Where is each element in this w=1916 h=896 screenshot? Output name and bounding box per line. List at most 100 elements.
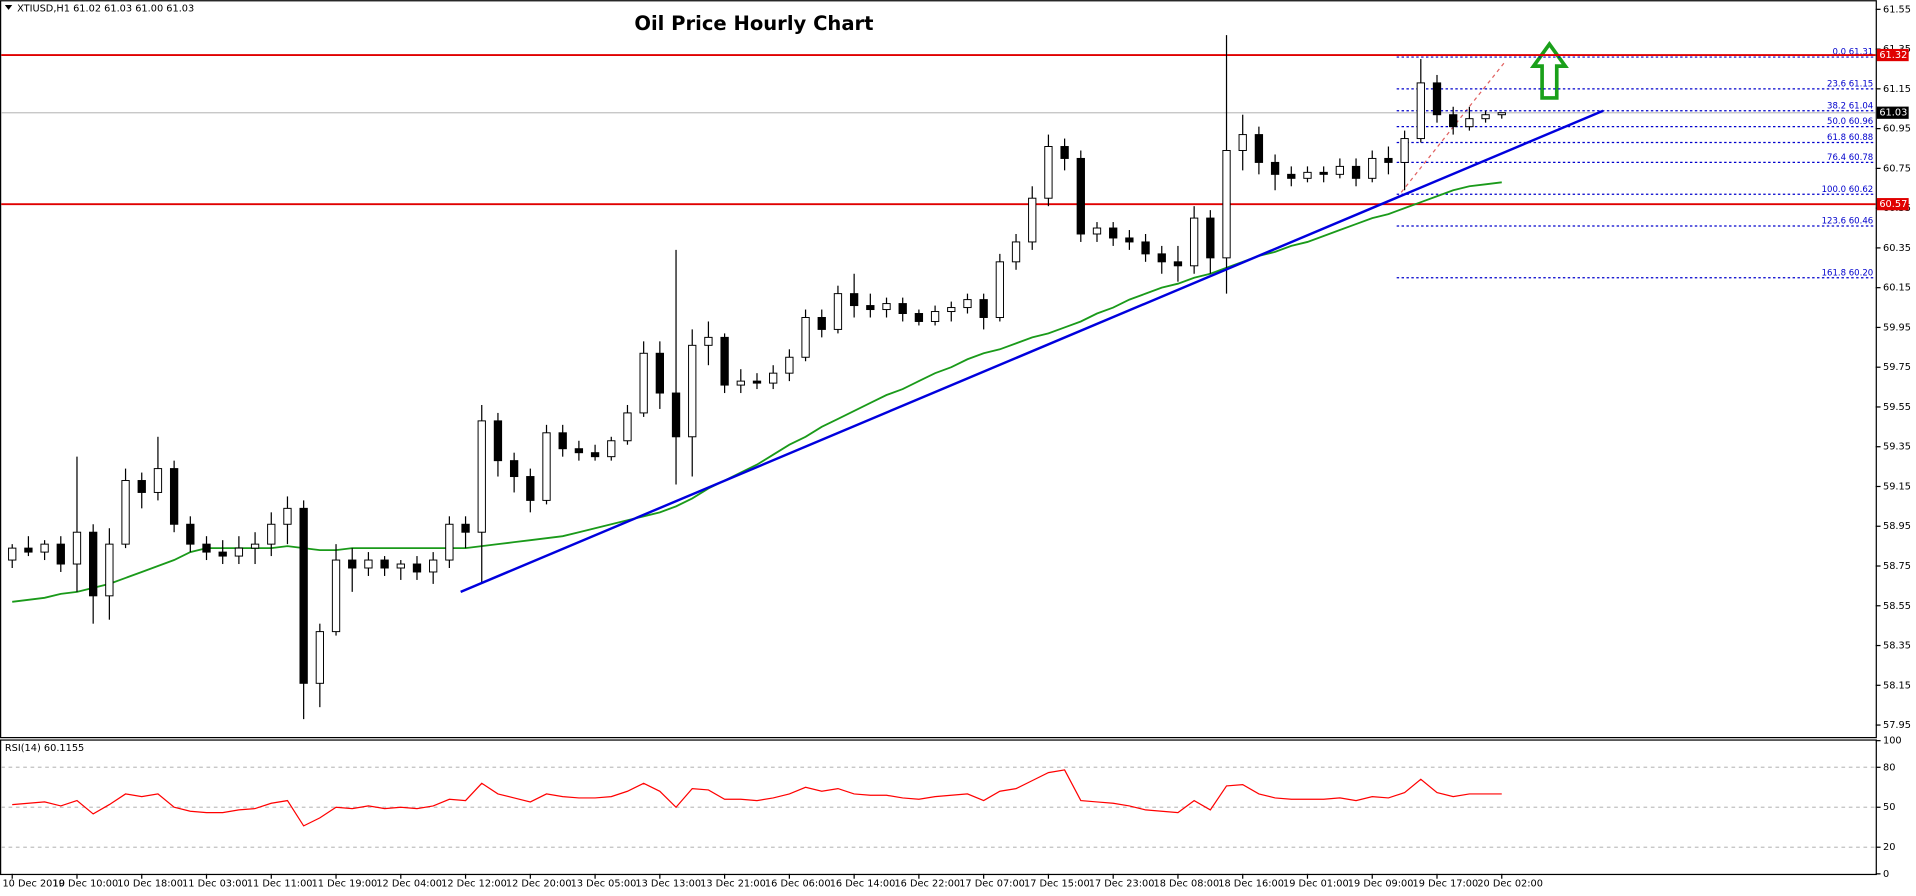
x-tick-label: 17 Dec 23:00 [1089,879,1155,890]
header-icon [4,5,13,10]
candle-body [202,543,211,553]
chart-title: Oil Price Hourly Chart [634,12,873,35]
current-price-label: 61.03 [1879,108,1907,119]
candle-body [1222,150,1231,259]
candle-body [801,317,810,358]
candle-body [769,372,778,384]
candle-body [218,551,227,557]
candle-body [1319,171,1328,175]
x-tick-label: 11 Dec 11:00 [247,879,313,890]
candle-body [315,631,324,684]
candle-body [364,559,373,569]
x-tick-label: 12 Dec 12:00 [441,879,507,890]
x-tick-label: 19 Dec 01:00 [1283,879,1349,890]
candle-body [1449,114,1458,128]
candle-body [429,559,438,573]
x-tick-label: 12 Dec 04:00 [376,879,442,890]
candle-body [526,476,535,501]
candle-body [331,559,341,633]
candle-body [963,299,972,309]
current-price-tag [1876,106,1909,119]
candle-body [169,468,179,525]
x-tick-label: 18 Dec 08:00 [1154,879,1220,890]
y-tick-label: 61.55 [1883,4,1911,15]
y-tick-label: 57.95 [1883,720,1911,731]
candle-body [412,563,422,573]
fib-label: 38.2 61.04 [1827,101,1873,111]
candle-body [186,523,195,545]
candle-body [509,460,519,478]
candle-body [1368,157,1377,179]
candle-body [1432,82,1442,116]
candle-body [299,507,308,684]
y-tick-label: 60.75 [1883,163,1911,174]
x-tick-label: 16 Dec 06:00 [765,879,831,890]
trend-line [460,109,1604,593]
candle-body [153,468,163,493]
y-tick-label: 58.15 [1883,680,1911,691]
x-tick-label: 18 Dec 16:00 [1218,879,1284,890]
candle-body [1238,134,1247,151]
candle-body [704,336,713,346]
candle-body [1465,118,1474,128]
candle-body [1060,146,1069,159]
x-tick-label: 11 Dec 19:00 [312,879,378,890]
fib-label: 76.4 60.78 [1827,153,1873,163]
price-panel [0,0,1877,739]
candle-body [671,392,681,438]
candle-body [1351,165,1361,179]
candle-body [1254,134,1264,163]
y-tick-label: 59.15 [1883,481,1911,492]
x-tick-label: 12 Dec 20:00 [506,879,572,890]
candle-body [590,452,600,458]
candle-body [542,432,551,501]
candle-body [1125,237,1134,243]
y-tick-label: 58.95 [1883,521,1911,532]
candle-body [234,547,244,557]
candle-body [979,299,988,318]
y-tick-label: 59.55 [1883,402,1911,413]
rsi-tick-label: 50 [1883,802,1895,813]
candle-body [1044,146,1053,199]
candle-body [817,317,826,330]
x-tick-label: 10 Dec 10:00 [53,879,119,890]
candle-body [1141,241,1150,255]
candle-body [833,293,843,330]
price-tag [1876,48,1909,62]
x-tick-label: 19 Dec 17:00 [1413,879,1479,890]
candle-body [477,420,486,533]
candle-body [1481,114,1490,120]
candle-body [40,543,49,553]
rsi-tick-label: 0 [1883,869,1889,880]
candle-body [574,448,584,454]
candle-body [121,480,130,545]
x-tick-label: 17 Dec 07:00 [959,879,1025,890]
candle-body [914,313,924,322]
candle-body [493,420,503,462]
fib-label: 50.0 60.96 [1827,117,1873,127]
candle-body [898,303,907,315]
candle-body [72,531,82,565]
candle-body [623,412,632,442]
candle-body [267,523,276,545]
candle-body [56,543,65,565]
candle-body [1157,253,1166,263]
candle-body [1303,171,1312,179]
x-tick-label: 13 Dec 05:00 [571,879,637,890]
candle-body [1028,197,1037,243]
rsi-label: RSI(14) 60.1155 [5,743,84,754]
candle-body [1384,157,1393,163]
candle-body [720,336,729,386]
y-tick-label: 59.35 [1883,442,1911,453]
candle-body [655,352,665,394]
candle-body [137,480,146,493]
candle-body [607,440,616,458]
x-tick-label: 10 Dec 18:00 [117,879,183,890]
candle-body [1011,241,1021,263]
x-tick-label: 13 Dec 21:00 [700,879,766,890]
fib-label: 61.8 60.88 [1827,133,1873,143]
candle-body [1109,227,1118,239]
candle-body [639,352,648,414]
candle-body [250,543,260,549]
